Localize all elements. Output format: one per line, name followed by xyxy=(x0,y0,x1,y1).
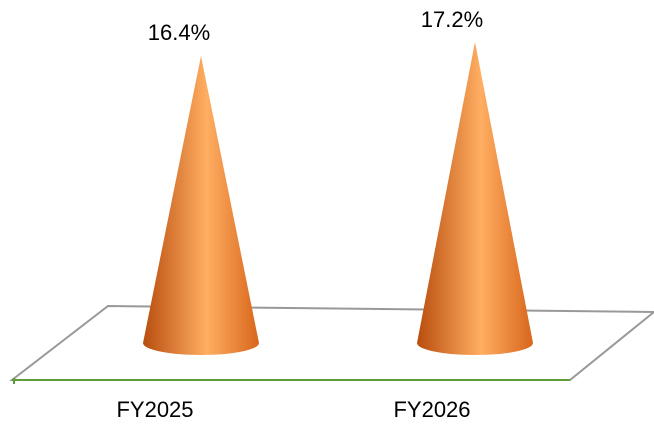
chart-floor xyxy=(9,304,654,381)
cone-body xyxy=(417,42,533,355)
x-tick-label-fy2025: FY2025 xyxy=(116,397,193,422)
data-label-fy2026: 17.2% xyxy=(421,7,483,32)
cone-fy2026 xyxy=(417,42,533,355)
data-label-fy2025: 16.4% xyxy=(148,20,210,45)
cone-series xyxy=(143,42,533,355)
cone-body xyxy=(143,56,259,355)
cone-fy2025 xyxy=(143,56,259,355)
x-tick-label-fy2026: FY2026 xyxy=(393,397,470,422)
